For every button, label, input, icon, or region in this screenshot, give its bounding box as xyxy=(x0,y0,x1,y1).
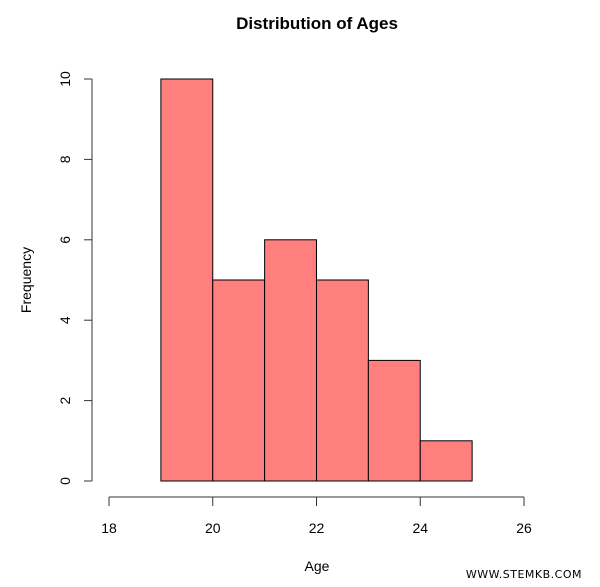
histogram-bar xyxy=(316,279,369,482)
histogram-bar xyxy=(264,239,317,482)
x-axis-label: Age xyxy=(305,558,330,574)
histogram-bar xyxy=(212,279,266,482)
y-tick-label: 10 xyxy=(57,71,73,87)
histogram-bar xyxy=(367,359,421,482)
y-tick-label: 8 xyxy=(57,155,73,163)
watermark: WWW.STEMKB.COM xyxy=(466,568,582,581)
y-tick-label: 2 xyxy=(57,396,73,404)
y-tick-label: 6 xyxy=(57,236,73,244)
y-axis-label: Frequency xyxy=(18,247,34,313)
chart-title: Distribution of Ages xyxy=(236,14,398,33)
x-tick-label: 22 xyxy=(309,520,325,536)
x-tick-label: 20 xyxy=(205,520,221,536)
y-axis: 0 2 4 6 8 10 xyxy=(57,71,93,485)
histogram-bar xyxy=(160,78,214,482)
y-tick-label: 4 xyxy=(57,316,73,324)
histogram-bars xyxy=(160,78,473,482)
x-tick-label: 26 xyxy=(516,520,532,536)
y-tick-label: 0 xyxy=(57,477,73,485)
x-axis: 18 20 22 24 26 xyxy=(101,496,532,536)
histogram-bar xyxy=(419,440,473,482)
x-tick-label: 24 xyxy=(412,520,428,536)
x-tick-label: 18 xyxy=(101,520,117,536)
